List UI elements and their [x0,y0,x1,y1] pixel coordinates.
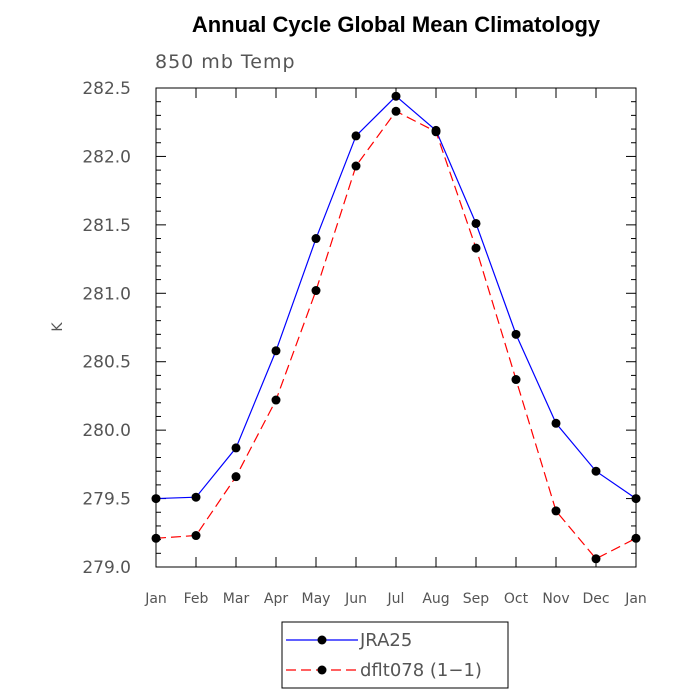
data-point-series-0 [631,494,641,504]
data-point-series-1 [631,533,641,543]
data-point-series-0 [391,91,401,101]
y-tick-label: 280.0 [82,421,131,441]
legend-entry-label: dflt078 (1−1) [360,660,482,681]
x-tick-label: Jul [387,591,405,607]
x-tick-label: Jan [144,591,167,607]
data-point-series-1 [351,161,361,171]
legend: JRA25 dflt078 (1−1) [281,621,509,689]
data-point-series-1 [271,395,281,405]
chart-title: Annual Cycle Global Mean Climatology [192,12,601,37]
y-axis-label: K [50,322,66,332]
x-tick-label: Aug [422,591,449,607]
y-tick-label: 282.0 [82,147,131,167]
data-point-series-1 [431,127,441,137]
data-point-series-0 [231,443,241,453]
data-point-series-1 [191,531,201,541]
y-tick-label: 281.5 [82,216,131,236]
data-point-series-0 [591,466,601,476]
data-point-series-1 [231,472,241,482]
data-point-series-1 [311,286,321,296]
data-point-series-0 [511,329,521,339]
y-tick-label: 281.0 [82,284,131,304]
data-point-series-0 [151,494,161,504]
data-point-series-1 [391,106,401,116]
data-point-series-1 [151,533,161,543]
legend-box [281,621,509,689]
plot-area: 279.0 279.5 280.0 280.5 281.0 281.5 282.0 282.5… [82,79,646,607]
data-point-series-0 [471,218,481,228]
data-point-series-0 [191,492,201,502]
x-tick-label: Mar [223,591,250,607]
data-point-series-0 [311,234,321,244]
x-tick-label: Apr [264,591,288,607]
x-tick-label: Feb [184,591,209,607]
x-tick-label: Sep [463,591,490,607]
y-tick-label: 280.5 [82,353,131,373]
legend-entry-label: JRA25 [359,630,412,651]
x-tick-label: Jan [624,591,647,607]
data-point-series-1 [591,554,601,564]
data-point-series-1 [471,243,481,253]
x-tick-label: Nov [542,591,569,607]
legend-marker-1 [317,665,327,675]
x-tick-label: Dec [582,591,609,607]
data-point-series-1 [551,506,561,516]
y-tick-label: 282.5 [82,79,131,99]
chart-subtitle: 850 mb Temp [155,51,296,73]
legend-marker-0 [317,635,327,645]
data-point-series-0 [351,131,361,141]
data-point-series-0 [271,346,281,356]
series-line-1 [155,110,637,560]
data-point-series-1 [511,375,521,385]
y-tick-label: 279.0 [82,558,131,578]
series-line-0 [155,95,637,500]
y-tick-label: 279.5 [82,490,131,510]
plot-frame [155,87,637,568]
x-tick-label: Jun [344,591,367,607]
x-tick-label: Oct [504,591,529,607]
data-point-series-0 [551,418,561,428]
x-tick-label: May [302,591,331,607]
